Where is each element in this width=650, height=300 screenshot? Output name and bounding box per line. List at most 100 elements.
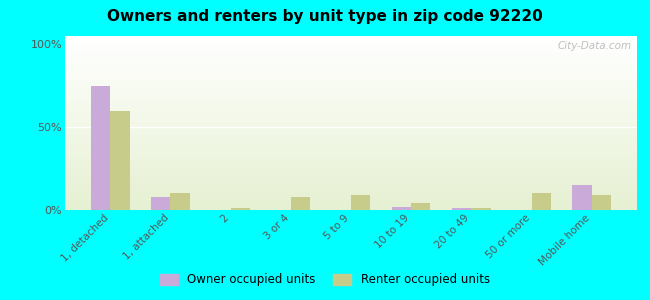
Bar: [65, 207, 637, 208]
Bar: [65, 205, 637, 206]
Bar: [65, 144, 637, 145]
Bar: [65, 168, 637, 169]
Bar: [65, 84, 637, 85]
Bar: [65, 121, 637, 122]
Bar: [65, 48, 637, 49]
Bar: [65, 82, 637, 83]
Bar: [65, 55, 637, 56]
Bar: [65, 64, 637, 65]
Bar: [65, 81, 637, 82]
Bar: [532, 194, 551, 210]
Bar: [65, 185, 637, 186]
Bar: [65, 159, 637, 160]
Bar: [65, 43, 637, 44]
Bar: [65, 162, 637, 163]
Bar: [65, 148, 637, 149]
Bar: [65, 73, 637, 74]
Bar: [65, 124, 637, 125]
Bar: [65, 140, 637, 141]
Bar: [65, 83, 637, 84]
Bar: [592, 195, 611, 210]
Bar: [65, 41, 637, 42]
Bar: [65, 53, 637, 54]
Bar: [65, 103, 637, 104]
Bar: [65, 137, 637, 138]
Bar: [65, 125, 637, 126]
Bar: [65, 40, 637, 41]
Bar: [65, 117, 637, 118]
Bar: [65, 107, 637, 108]
Bar: [65, 171, 637, 172]
Bar: [65, 179, 637, 180]
Bar: [65, 67, 637, 68]
Bar: [65, 87, 637, 88]
Bar: [65, 65, 637, 66]
Bar: [573, 185, 592, 210]
Bar: [65, 134, 637, 135]
Bar: [65, 130, 637, 131]
Bar: [65, 62, 637, 63]
Bar: [65, 122, 637, 123]
Bar: [65, 74, 637, 75]
Bar: [65, 135, 637, 136]
Bar: [65, 152, 637, 153]
Bar: [65, 160, 637, 161]
Bar: [65, 153, 637, 154]
Bar: [65, 78, 637, 79]
Bar: [65, 180, 637, 181]
Bar: [65, 175, 637, 176]
Bar: [65, 208, 637, 209]
Bar: [65, 54, 637, 55]
Bar: [65, 99, 637, 100]
Bar: [65, 106, 637, 107]
Bar: [65, 114, 637, 115]
Bar: [65, 174, 637, 175]
Bar: [65, 80, 637, 81]
Bar: [65, 143, 637, 144]
Bar: [411, 203, 430, 210]
Bar: [65, 44, 637, 45]
Bar: [65, 131, 637, 132]
Bar: [65, 96, 637, 97]
Bar: [65, 88, 637, 89]
Bar: [65, 93, 637, 94]
Bar: [291, 197, 310, 210]
Bar: [65, 166, 637, 167]
Bar: [65, 59, 637, 60]
Bar: [65, 139, 637, 140]
Bar: [65, 76, 637, 77]
Bar: [65, 113, 637, 114]
Bar: [65, 71, 637, 72]
Bar: [65, 101, 637, 102]
Bar: [65, 45, 637, 46]
Bar: [65, 209, 637, 210]
Bar: [65, 38, 637, 39]
Bar: [65, 186, 637, 187]
Bar: [65, 129, 637, 130]
Bar: [65, 199, 637, 200]
Bar: [65, 69, 637, 70]
Bar: [65, 109, 637, 110]
Bar: [65, 202, 637, 203]
Bar: [65, 108, 637, 109]
Bar: [65, 68, 637, 69]
Bar: [65, 116, 637, 117]
Bar: [65, 61, 637, 62]
Bar: [65, 173, 637, 174]
Bar: [65, 154, 637, 155]
Bar: [65, 98, 637, 99]
Bar: [65, 196, 637, 197]
Bar: [65, 66, 637, 67]
Bar: [65, 85, 637, 86]
Bar: [65, 111, 637, 112]
Bar: [65, 118, 637, 119]
Bar: [65, 161, 637, 162]
Bar: [65, 206, 637, 207]
Bar: [65, 170, 637, 171]
Bar: [65, 155, 637, 156]
Bar: [65, 150, 637, 151]
Bar: [65, 63, 637, 64]
Bar: [65, 138, 637, 139]
Bar: [65, 56, 637, 57]
Bar: [65, 190, 637, 191]
